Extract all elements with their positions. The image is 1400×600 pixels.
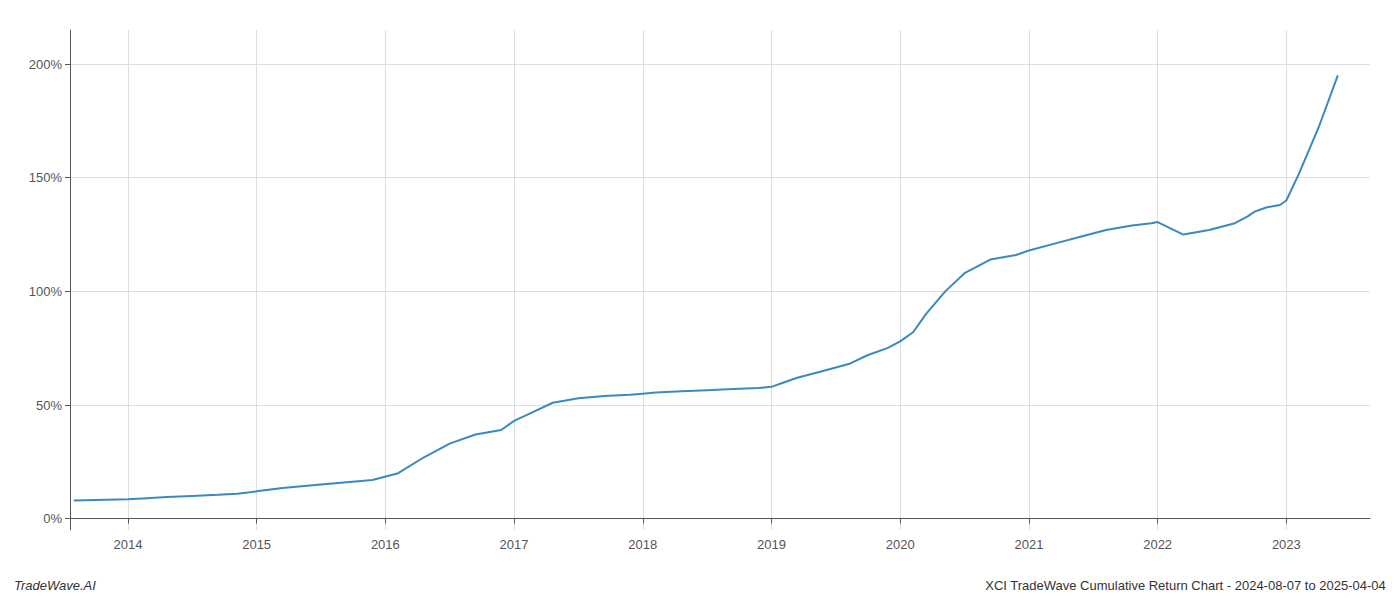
svg-text:2020: 2020 bbox=[886, 537, 915, 552]
svg-text:2017: 2017 bbox=[500, 537, 529, 552]
svg-text:2015: 2015 bbox=[242, 537, 271, 552]
svg-text:150%: 150% bbox=[29, 170, 63, 185]
svg-text:100%: 100% bbox=[29, 284, 63, 299]
svg-text:0%: 0% bbox=[43, 511, 62, 526]
svg-text:200%: 200% bbox=[29, 57, 63, 72]
svg-text:2022: 2022 bbox=[1143, 537, 1172, 552]
svg-text:2014: 2014 bbox=[113, 537, 142, 552]
svg-text:2021: 2021 bbox=[1014, 537, 1043, 552]
svg-text:TradeWave.AI: TradeWave.AI bbox=[14, 578, 96, 593]
svg-text:XCI TradeWave Cumulative Retur: XCI TradeWave Cumulative Return Chart - … bbox=[985, 578, 1386, 593]
svg-text:2018: 2018 bbox=[628, 537, 657, 552]
svg-text:2023: 2023 bbox=[1272, 537, 1301, 552]
svg-text:2019: 2019 bbox=[757, 537, 786, 552]
svg-text:2016: 2016 bbox=[371, 537, 400, 552]
svg-text:50%: 50% bbox=[36, 398, 62, 413]
